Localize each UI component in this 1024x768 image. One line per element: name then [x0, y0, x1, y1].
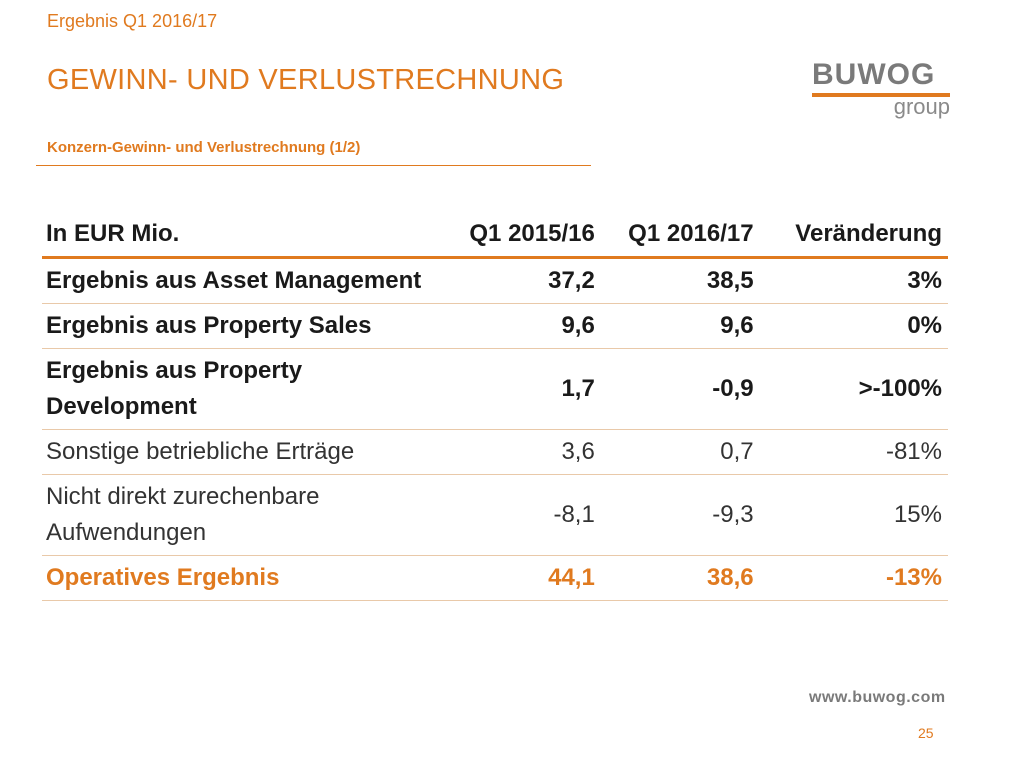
table-row: Ergebnis aus Property Sales 9,6 9,6 0% — [42, 303, 948, 349]
table-row: Ergebnis aus Asset Management 37,2 38,5 … — [42, 257, 948, 304]
value-q1-2015-16: 9,6 — [432, 303, 601, 349]
page-title: GEWINN- UND VERLUSTRECHNUNG — [47, 64, 565, 96]
column-header: Veränderung — [759, 215, 948, 259]
value-q1-2015-16: -8,1 — [432, 474, 601, 556]
value-q1-2015-16: 37,2 — [432, 257, 601, 304]
table-row: Nicht direkt zurechenbare Aufwendungen -… — [42, 474, 948, 556]
logo-wordmark: BUWOG — [812, 58, 936, 91]
table-row: Sonstige betriebliche Erträge 3,6 0,7 -8… — [42, 429, 948, 475]
table-total-row: Operatives Ergebnis 44,1 38,6 -13% — [42, 555, 948, 601]
value-change: 3% — [759, 257, 948, 304]
row-label: Sonstige betriebliche Erträge — [42, 429, 433, 475]
row-label: Nicht direkt zurechenbare Aufwendungen — [42, 474, 433, 556]
value-change: -81% — [759, 429, 948, 475]
value-q1-2015-16: 44,1 — [432, 555, 601, 601]
value-q1-2016-17: 0,7 — [600, 429, 760, 475]
value-change: -13% — [759, 555, 948, 601]
value-q1-2015-16: 3,6 — [432, 429, 601, 475]
logo-subtext: group — [893, 94, 950, 119]
value-change: >-100% — [759, 348, 948, 430]
table-subtitle: Konzern-Gewinn- und Verlustrechnung (1/2… — [47, 139, 361, 156]
value-q1-2016-17: 38,6 — [600, 555, 760, 601]
value-q1-2016-17: -0,9 — [600, 348, 760, 430]
value-q1-2015-16: 1,7 — [432, 348, 601, 430]
subtitle-divider — [36, 165, 591, 166]
row-label: Operatives Ergebnis — [42, 555, 433, 601]
page-number: 25 — [918, 725, 934, 741]
row-label: Ergebnis aus Asset Management — [42, 257, 433, 304]
website-link[interactable]: www.buwog.com — [809, 689, 946, 706]
table-header-row: In EUR Mio. Q1 2015/16 Q1 2016/17 Veränd… — [42, 215, 948, 259]
row-label: Ergebnis aus Property Development — [42, 348, 433, 430]
buwog-logo: BUWOG group — [808, 58, 950, 120]
income-statement-table: In EUR Mio. Q1 2015/16 Q1 2016/17 Veränd… — [42, 215, 948, 601]
value-q1-2016-17: -9,3 — [600, 474, 760, 556]
value-q1-2016-17: 9,6 — [600, 303, 760, 349]
value-change: 0% — [759, 303, 948, 349]
value-change: 15% — [759, 474, 948, 556]
column-header: In EUR Mio. — [42, 215, 433, 259]
table-row: Ergebnis aus Property Development 1,7 -0… — [42, 348, 948, 430]
section-kicker: Ergebnis Q1 2016/17 — [47, 11, 218, 31]
value-q1-2016-17: 38,5 — [600, 257, 760, 304]
column-header: Q1 2016/17 — [600, 215, 760, 259]
row-label: Ergebnis aus Property Sales — [42, 303, 433, 349]
column-header: Q1 2015/16 — [432, 215, 601, 259]
logo-accent-bar — [812, 93, 950, 97]
